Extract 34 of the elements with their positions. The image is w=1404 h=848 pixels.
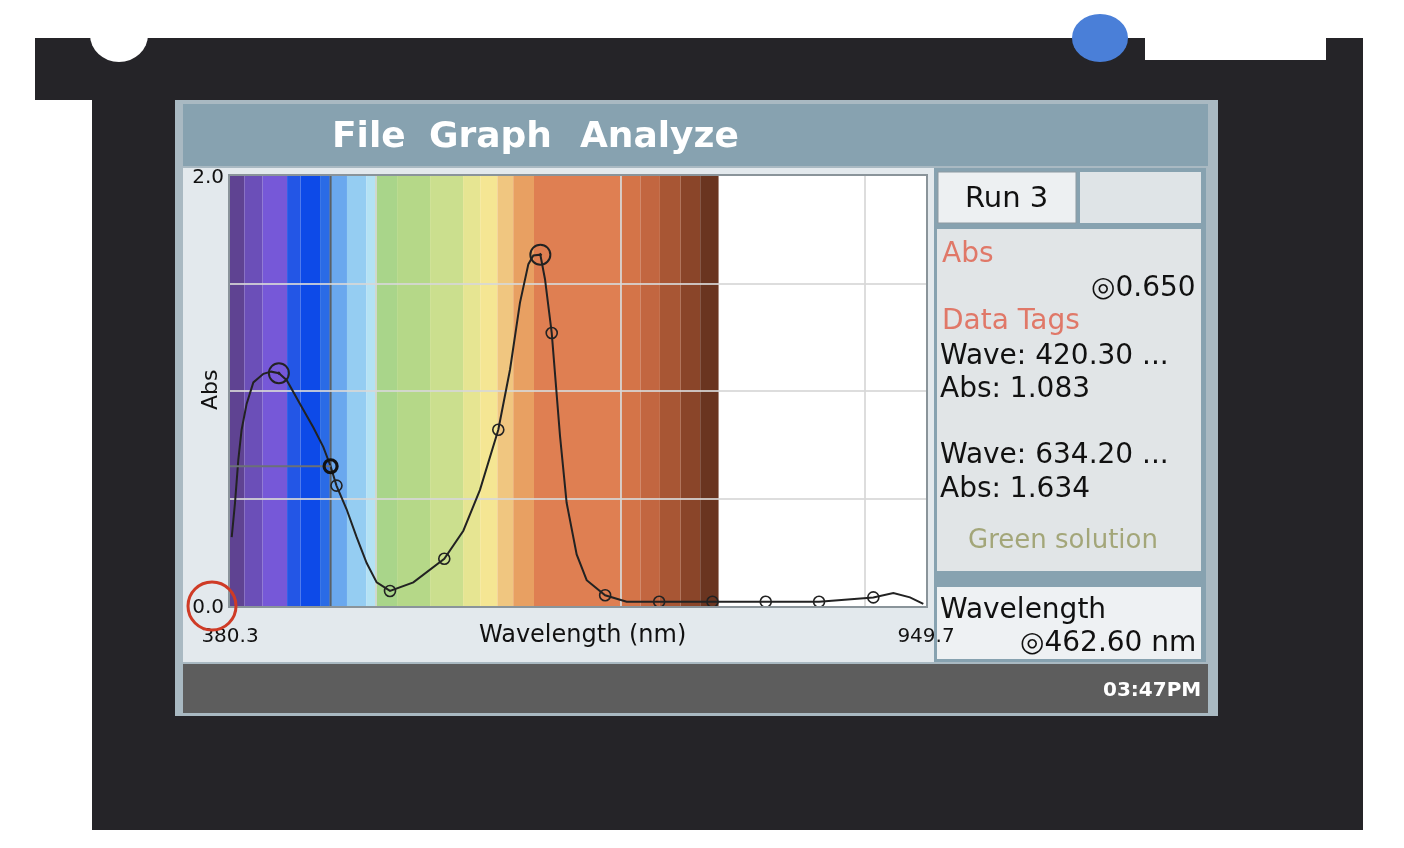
text: Wave: 420.30 ... (940, 338, 1169, 371)
text: Abs (942, 236, 994, 269)
point (330, 479, 343, 492)
text: Data Tags (942, 303, 1080, 336)
x-axis-title: Wavelength (nm) (479, 620, 687, 648)
text: Abs: 1.083 (940, 371, 1091, 404)
text: ◎0.650 (1091, 270, 1196, 303)
text: File (332, 114, 406, 155)
text: Wavelength (940, 592, 1107, 625)
y-tick-label: 2.0 (192, 164, 224, 188)
y-tick-label: 0.0 (192, 594, 224, 618)
point (322, 458, 339, 475)
text: ◎462.60 nm (1020, 625, 1197, 658)
point (706, 595, 719, 606)
point (652, 595, 666, 606)
text: Analyze (580, 114, 739, 155)
point (529, 243, 552, 266)
y-axis-title: Abs (197, 369, 222, 410)
point (867, 591, 880, 604)
point (598, 588, 612, 602)
point (383, 584, 397, 598)
point (759, 595, 773, 606)
text: 03:47PM (1103, 677, 1202, 701)
x-tick-label: 949.7 (897, 623, 955, 647)
text: Wave: 634.20 ... (940, 437, 1169, 470)
text: Run 3 (965, 180, 1049, 214)
point (492, 423, 505, 436)
text: Abs: 1.634 (940, 471, 1091, 504)
point (812, 595, 826, 606)
text: Graph (429, 114, 552, 155)
point (267, 362, 290, 385)
point (545, 326, 559, 340)
point (437, 552, 451, 565)
text: Green solution (968, 524, 1158, 554)
